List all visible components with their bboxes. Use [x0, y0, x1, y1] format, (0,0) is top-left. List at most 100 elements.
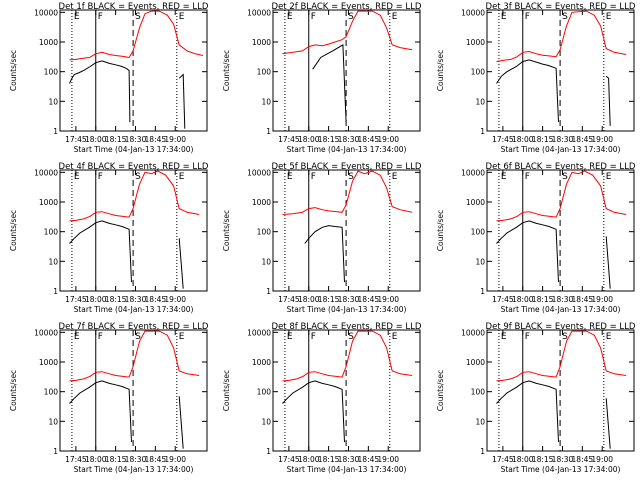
marker-label: E — [74, 12, 80, 22]
marker-label: E — [501, 332, 507, 342]
y-tick-label: 1000 — [39, 198, 58, 207]
y-tick-label: 1000 — [39, 358, 58, 367]
x-tick-label: 19:00 — [164, 455, 186, 464]
y-tick-label: 1000 — [252, 38, 271, 47]
panel-det-1: 1 10 100 1000 10000 17:4518:0018:1518:3018:45… — [9, 2, 209, 154]
y-tick-label: 1000 — [466, 38, 485, 47]
series-lld-line — [282, 170, 413, 215]
x-tick-label: 18:15 — [318, 135, 340, 144]
panel-det-3: 1 10 100 1000 10000 17:4518:0018:1518:3018:45… — [436, 2, 636, 154]
x-tick-label: 18:00 — [298, 135, 320, 144]
y-axis-label: Counts/sec — [9, 210, 18, 251]
y-tick-label: 1 — [266, 447, 271, 456]
series-events-line — [313, 45, 398, 131]
marker-label: E — [392, 12, 398, 22]
y-tick-label: 100 — [44, 68, 59, 77]
marker-label: E — [179, 172, 185, 182]
y-tick-label: 1000 — [466, 358, 485, 367]
x-tick-label: 17:45 — [65, 295, 87, 304]
marker-label: S — [348, 12, 354, 22]
x-axis-label: Start Time (04-Jan-13 17:34:00) — [74, 305, 194, 314]
y-tick-label: 10 — [475, 97, 485, 106]
marker-label: E — [392, 332, 398, 342]
x-tick-label: 18:15 — [105, 455, 127, 464]
marker-label: S — [348, 332, 354, 342]
x-axis-label: Start Time (04-Jan-13 17:34:00) — [74, 145, 194, 154]
x-tick-label: 17:45 — [492, 135, 514, 144]
panel-title: Det 3f BLACK = Events, RED = LLD — [486, 2, 636, 12]
marker-label: F — [311, 172, 316, 182]
y-tick-label: 10000 — [34, 168, 58, 177]
panel-title: Det 5f BLACK = Events, RED = LLD — [272, 162, 422, 172]
series-events-line — [69, 380, 184, 449]
x-axis-label: Start Time (04-Jan-13 17:34:00) — [287, 465, 407, 474]
x-tick-label: 18:30 — [125, 455, 147, 464]
x-tick-label: 18:45 — [572, 295, 594, 304]
x-tick-label: 18:00 — [512, 135, 534, 144]
x-tick-label: 18:45 — [358, 295, 380, 304]
marker-label: F — [525, 172, 530, 182]
y-axis-label: Counts/sec — [9, 50, 18, 91]
x-tick-label: 18:15 — [532, 135, 554, 144]
x-tick-label: 18:45 — [145, 135, 167, 144]
y-tick-label: 10 — [475, 417, 485, 426]
panel-title: Det 2f BLACK = Events, RED = LLD — [272, 2, 422, 12]
y-tick-label: 10 — [261, 97, 271, 106]
x-tick-label: 18:30 — [338, 135, 360, 144]
marker-label: S — [348, 172, 354, 182]
y-tick-label: 1 — [53, 287, 58, 296]
x-tick-label: 18:15 — [318, 455, 340, 464]
x-axis-label: Start Time (04-Jan-13 17:34:00) — [501, 145, 621, 154]
x-tick-label: 19:00 — [377, 135, 399, 144]
marker-label: S — [562, 12, 568, 22]
x-tick-label: 19:00 — [591, 135, 613, 144]
series-lld-line — [496, 10, 627, 62]
x-tick-label: 18:00 — [85, 295, 107, 304]
x-tick-label: 17:45 — [492, 295, 514, 304]
y-tick-label: 10000 — [461, 168, 485, 177]
y-axis-label: Counts/sec — [9, 370, 18, 411]
y-tick-label: 100 — [257, 228, 272, 237]
x-tick-label: 18:45 — [358, 455, 380, 464]
panel-title: Det 1f BLACK = Events, RED = LLD — [59, 2, 209, 12]
series-lld-line — [282, 330, 413, 382]
y-tick-label: 1 — [480, 447, 485, 456]
y-tick-label: 1 — [53, 127, 58, 136]
x-tick-label: 17:45 — [492, 455, 514, 464]
x-tick-label: 19:00 — [377, 455, 399, 464]
y-axis-label: Counts/sec — [222, 370, 231, 411]
x-axis-label: Start Time (04-Jan-13 17:34:00) — [501, 465, 621, 474]
marker-label: F — [98, 172, 103, 182]
y-tick-label: 1 — [480, 127, 485, 136]
y-tick-label: 1 — [480, 287, 485, 296]
panel-det-9: 1 10 100 1000 10000 17:4518:0018:1518:3018:45… — [436, 322, 636, 474]
marker-label: F — [311, 12, 316, 22]
y-tick-label: 1000 — [466, 198, 485, 207]
panel-det-6: 1 10 100 1000 10000 17:4518:0018:1518:3018:45… — [436, 162, 636, 314]
series-events-line — [282, 380, 345, 443]
marker-label: E — [287, 172, 293, 182]
panel-title: Det 9f BLACK = Events, RED = LLD — [486, 322, 636, 332]
y-tick-label: 100 — [257, 388, 272, 397]
x-tick-label: 18:00 — [85, 455, 107, 464]
x-tick-label: 18:30 — [125, 135, 147, 144]
y-tick-label: 100 — [257, 68, 272, 77]
x-tick-label: 18:15 — [532, 295, 554, 304]
y-tick-label: 10000 — [461, 8, 485, 17]
y-axis-label: Counts/sec — [436, 370, 445, 411]
x-tick-label: 18:30 — [338, 455, 360, 464]
series-lld-line — [69, 10, 204, 61]
series-events-line — [496, 59, 611, 126]
y-axis-label: Counts/sec — [222, 210, 231, 251]
x-tick-label: 18:30 — [552, 295, 574, 304]
marker-label: S — [562, 332, 568, 342]
marker-label: E — [392, 172, 398, 182]
x-tick-label: 18:45 — [572, 135, 594, 144]
x-tick-label: 18:15 — [105, 295, 127, 304]
x-tick-label: 17:45 — [278, 135, 300, 144]
marker-label: F — [525, 12, 530, 22]
x-tick-label: 18:15 — [318, 295, 340, 304]
y-axis-label: Counts/sec — [436, 210, 445, 251]
x-tick-label: 18:30 — [552, 135, 574, 144]
y-tick-label: 10000 — [461, 328, 485, 337]
